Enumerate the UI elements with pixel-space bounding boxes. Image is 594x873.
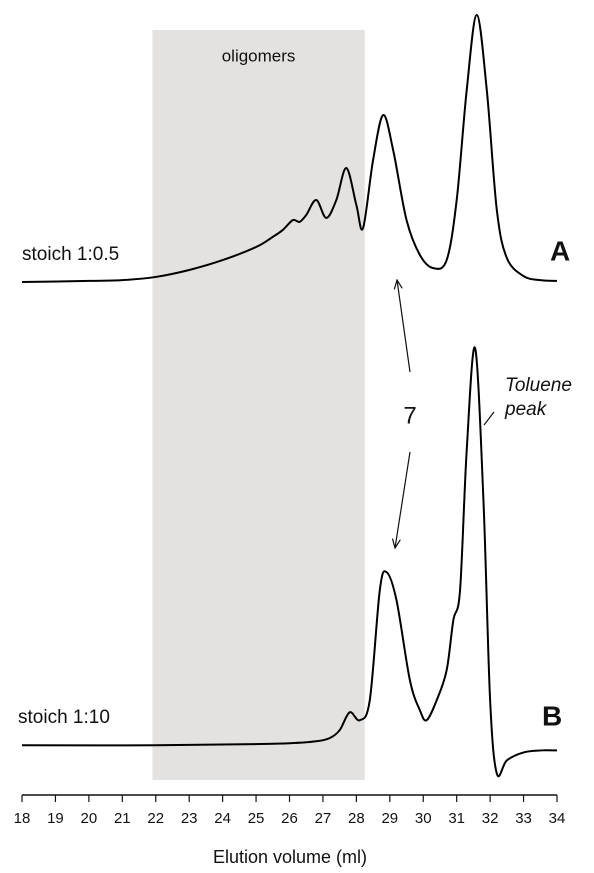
x-tick-label: 29 [381,810,398,827]
x-tick-label: 26 [281,810,298,827]
x-tick-label: 32 [482,810,499,827]
region-label: oligomers [222,46,296,65]
shaded-region [152,30,365,780]
annotation: Toluene [505,375,572,396]
x-tick-label: 21 [114,810,131,827]
trace [21,346,558,778]
annotation-pointer [483,411,495,426]
panel-label: A [550,235,570,266]
x-tick-label: 34 [549,810,566,827]
annotation: peak [504,399,548,420]
arrow [395,451,411,548]
x-tick-label: 27 [315,810,332,827]
arrow [397,280,411,373]
x-tick-label: 23 [181,810,198,827]
x-tick-label: 20 [81,810,98,827]
annotation: 7 [403,402,416,429]
x-tick-label: 22 [147,810,164,827]
x-tick-label: 19 [47,810,64,827]
x-axis-label: Elution volume (ml) [213,847,367,867]
series-label: stoich 1:10 [18,707,110,728]
panel-label: B [542,700,562,731]
x-tick-label: 30 [415,810,432,827]
trace [21,13,558,283]
x-tick-label: 18 [14,810,31,827]
x-tick-label: 28 [348,810,365,827]
x-tick-label: 31 [448,810,465,827]
series-label: stoich 1:0.5 [22,244,119,265]
x-tick-label: 33 [515,810,532,827]
x-tick-label: 24 [214,810,231,827]
x-tick-label: 25 [248,810,265,827]
